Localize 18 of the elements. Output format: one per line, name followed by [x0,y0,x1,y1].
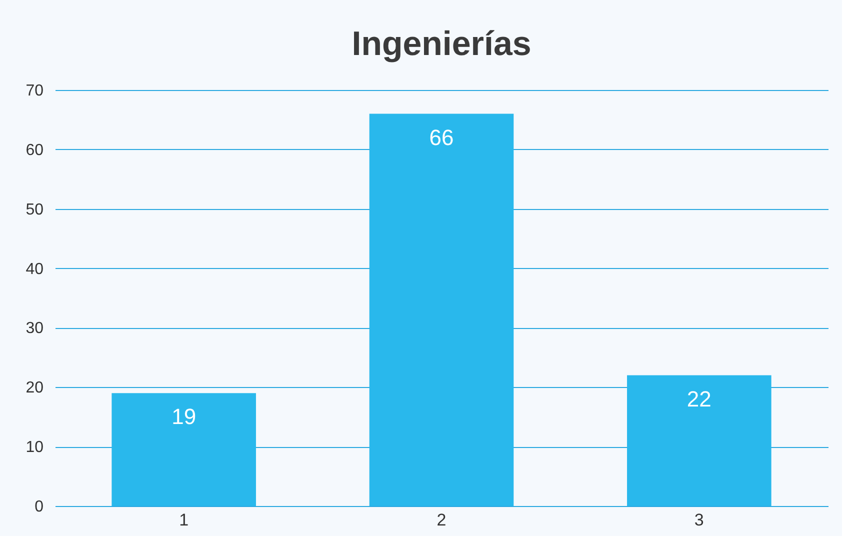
chart-title: Ingenierías [352,25,532,63]
y-tick-label: 20 [26,380,44,397]
data-label: 19 [172,404,196,430]
bar [369,114,514,506]
y-tick-label: 50 [26,201,44,218]
y-tick-label: 30 [26,320,44,338]
y-tick-label: 40 [26,260,44,278]
y-tick-label: 70 [26,82,44,100]
data-label: 22 [686,386,712,412]
data-label: 66 [429,124,454,150]
x-tick-label: 3 [694,510,704,530]
x-tick-label: 2 [436,510,446,530]
y-tick-label: 60 [26,142,44,159]
y-tick-label: 10 [26,439,44,456]
y-tick-label: 0 [34,498,44,516]
bar [112,393,256,506]
bar [627,375,772,506]
x-tick-label: 1 [179,510,189,530]
